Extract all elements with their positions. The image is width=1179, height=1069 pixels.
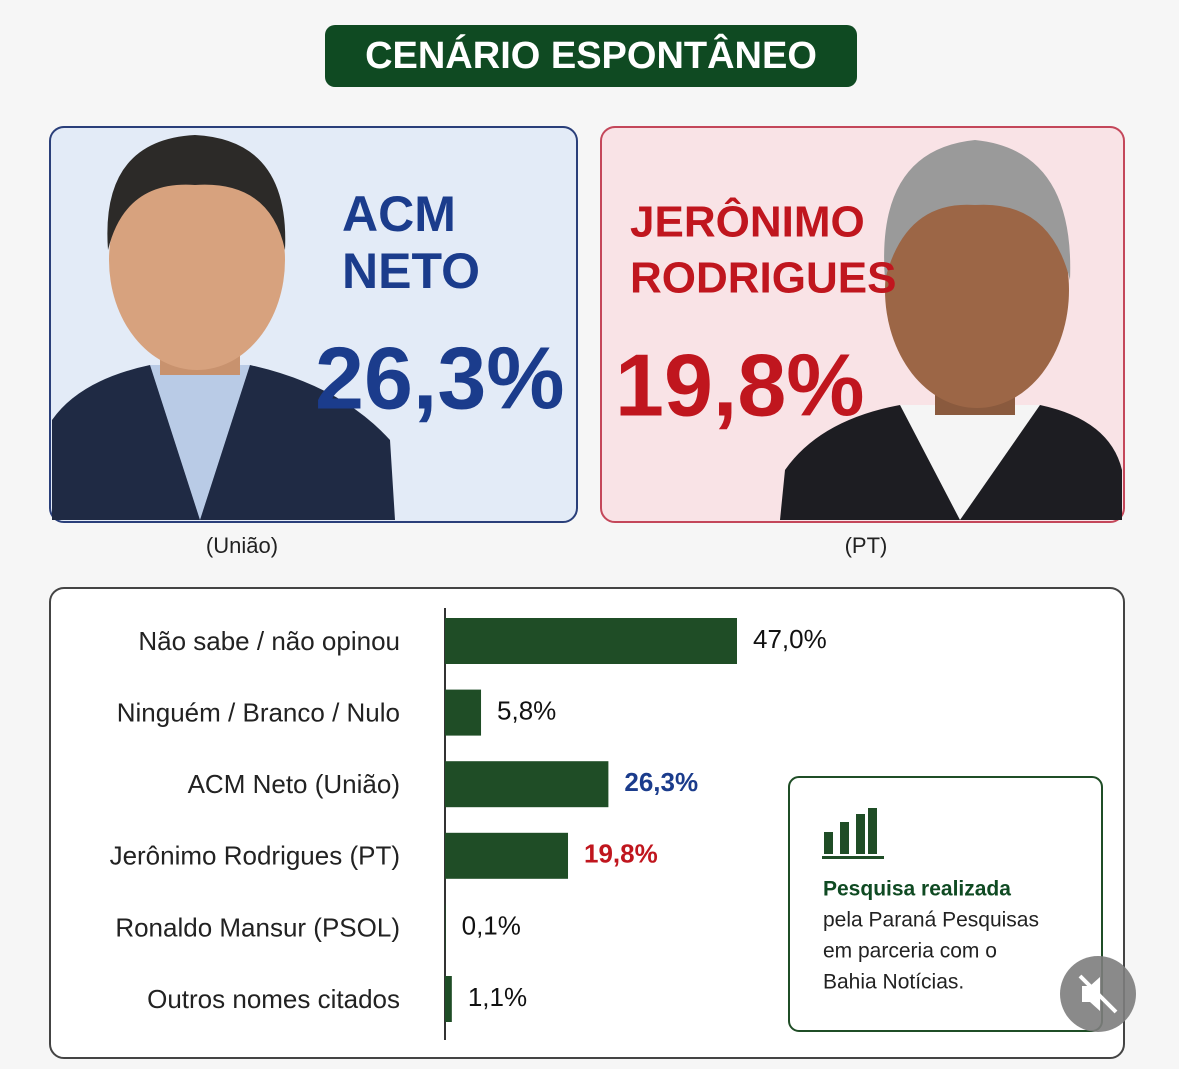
icon-bar: [840, 822, 849, 854]
bar: [445, 689, 482, 736]
note-line: Bahia Notícias.: [823, 971, 964, 994]
hair: [107, 135, 286, 250]
value-label: 5,8%: [497, 695, 556, 725]
note-line: em parceria com o: [823, 940, 997, 963]
portrait: [52, 135, 395, 520]
category-label: Ronaldo Mansur (PSOL): [115, 912, 400, 942]
value-label: 19,8%: [584, 839, 658, 869]
shirt: [900, 405, 1040, 520]
title-pill: [325, 25, 857, 87]
category-label: Não sabe / não opinou: [138, 626, 400, 656]
icon-base: [822, 856, 884, 859]
value-label: 26,3%: [624, 767, 698, 797]
icon-bar: [856, 814, 865, 854]
value-label: 0,1%: [462, 910, 521, 940]
category-label: Jerônimo Rodrigues (PT): [110, 841, 400, 871]
category-label: Ninguém / Branco / Nulo: [117, 697, 400, 727]
category-label: ACM Neto (União): [188, 769, 400, 799]
mute-button[interactable]: [1060, 956, 1136, 1032]
chart-icon: [822, 808, 884, 859]
icon-bar: [824, 832, 833, 854]
face: [109, 150, 285, 370]
shirt: [150, 365, 250, 520]
candidate-percent: 19,8%: [615, 335, 865, 434]
candidate-name: RODRIGUES: [630, 254, 896, 303]
bars: Não sabe / não opinou 47,0% Ninguém / Bran…: [110, 618, 827, 1022]
candidate-party: (União): [206, 533, 278, 558]
candidate-party: (PT): [845, 533, 888, 558]
value-label: 47,0%: [753, 624, 827, 654]
speaker-icon[interactable]: [1082, 977, 1100, 1011]
candidate-name: ACM: [342, 186, 456, 242]
mute-slash[interactable]: [1078, 974, 1118, 1014]
candidate-name: JERÔNIMO: [630, 196, 865, 247]
title: CENÁRIO ESPONTÂNEO: [365, 33, 817, 77]
note-box: [788, 776, 1103, 1032]
bar: [445, 904, 446, 951]
face: [885, 172, 1069, 408]
hair: [884, 140, 1071, 280]
portrait: [780, 140, 1122, 520]
note-heading: Pesquisa realizada: [823, 878, 1011, 901]
category-label: Outros nomes citados: [147, 984, 400, 1014]
bar: [445, 618, 737, 664]
candidate-percent: 26,3%: [315, 328, 565, 427]
bar: [445, 832, 569, 879]
bar: [445, 976, 452, 1022]
value-label: 1,1%: [468, 982, 527, 1012]
note-line: pela Paraná Pesquisas: [823, 909, 1039, 932]
candidate-name: NETO: [342, 243, 480, 299]
bar: [445, 761, 609, 808]
icon-bar: [868, 808, 877, 854]
